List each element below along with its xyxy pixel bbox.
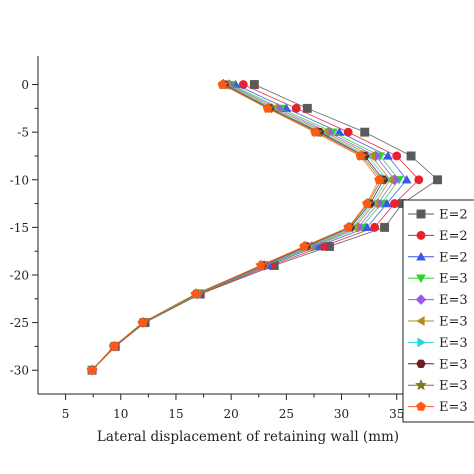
data-point (310, 127, 320, 137)
data-point (355, 150, 366, 161)
legend-marker (416, 359, 426, 368)
legend-entry: E=3 (408, 272, 468, 287)
legend-entry: E=3 (408, 336, 468, 351)
data-point (380, 222, 390, 232)
data-point (299, 241, 309, 251)
legend-label: E=3 (439, 293, 468, 308)
legend-label: E=3 (439, 400, 468, 415)
legend-marker (416, 401, 426, 411)
data-point (370, 222, 380, 232)
data-point (190, 288, 201, 299)
legend-label: E=3 (439, 336, 468, 351)
legend-marker (416, 316, 425, 326)
y-tick-label: 0 (21, 78, 29, 92)
x-tick-label: 10 (113, 407, 128, 421)
legend-marker (415, 378, 427, 391)
data-point (381, 198, 392, 208)
y-tick-label: -15 (10, 221, 29, 235)
data-point (87, 365, 97, 375)
legend-marker (417, 337, 426, 348)
y-tick-label: -30 (10, 364, 29, 378)
legend-label: E=2 (439, 229, 468, 244)
legend-label: E=3 (439, 379, 468, 394)
legend-marker (416, 209, 426, 219)
data-point (401, 174, 412, 184)
x-tick-label: 20 (224, 407, 239, 421)
series-line (91, 84, 385, 371)
x-tick-label: 35 (389, 407, 404, 421)
y-tick-label: -20 (10, 268, 29, 282)
series-layer (86, 78, 443, 376)
legend-marker (416, 230, 426, 240)
legend-label: E=3 (439, 315, 468, 330)
series-line (91, 84, 388, 371)
data-point (302, 103, 312, 113)
data-point (414, 175, 424, 185)
data-point (360, 127, 370, 137)
legend-label: E=3 (439, 357, 468, 372)
series-1 (87, 80, 443, 375)
data-point (262, 103, 273, 113)
data-point (238, 80, 248, 90)
legend-label: E=3 (439, 272, 468, 287)
x-tick-label: 25 (279, 407, 294, 421)
legend-entry: E=3 (408, 357, 468, 372)
legend-entry: E=3 (408, 293, 468, 308)
data-point (374, 174, 384, 184)
data-point (362, 198, 372, 208)
legend-entry: E=2 (408, 208, 468, 223)
y-tick-label: -5 (17, 126, 29, 140)
y-tick-label: -10 (10, 173, 29, 187)
data-point (392, 151, 402, 161)
x-axis-title: Lateral displacement of retaining wall (… (97, 429, 399, 445)
legend-label: E=2 (439, 208, 468, 223)
x-tick-label: 30 (334, 407, 349, 421)
x-tick-label: 15 (168, 407, 183, 421)
series-line (91, 84, 420, 371)
y-tick-label: -25 (10, 316, 29, 330)
data-point (361, 222, 372, 232)
data-point (138, 317, 148, 327)
legend-entry: E=3 (408, 379, 468, 394)
legend-entry: E=2 (408, 250, 468, 265)
data-point (109, 341, 120, 351)
data-point (433, 175, 443, 185)
data-point (390, 199, 399, 209)
legend-marker (416, 251, 426, 261)
data-point (343, 222, 354, 232)
legend-marker (416, 274, 426, 284)
series-line (91, 84, 380, 371)
data-point (406, 151, 416, 161)
legend-marker (415, 294, 427, 305)
x-tick-label: 5 (62, 407, 70, 421)
series-10 (87, 79, 384, 375)
series-2 (87, 80, 424, 375)
series-8 (87, 80, 389, 375)
data-point (382, 151, 393, 160)
data-point (256, 260, 266, 270)
series-9 (86, 78, 388, 376)
data-point (217, 79, 228, 89)
legend-entry: E=3 (408, 315, 468, 330)
legend-entry: E=2 (408, 229, 468, 244)
legend: E=2 E=2 E=2 E=3 E=3 E=3 E=3 E=3 E=3 E=3 (402, 199, 474, 423)
legend-label: E=2 (439, 250, 468, 265)
legend-entry: E=3 (408, 400, 468, 415)
data-point (249, 80, 259, 90)
